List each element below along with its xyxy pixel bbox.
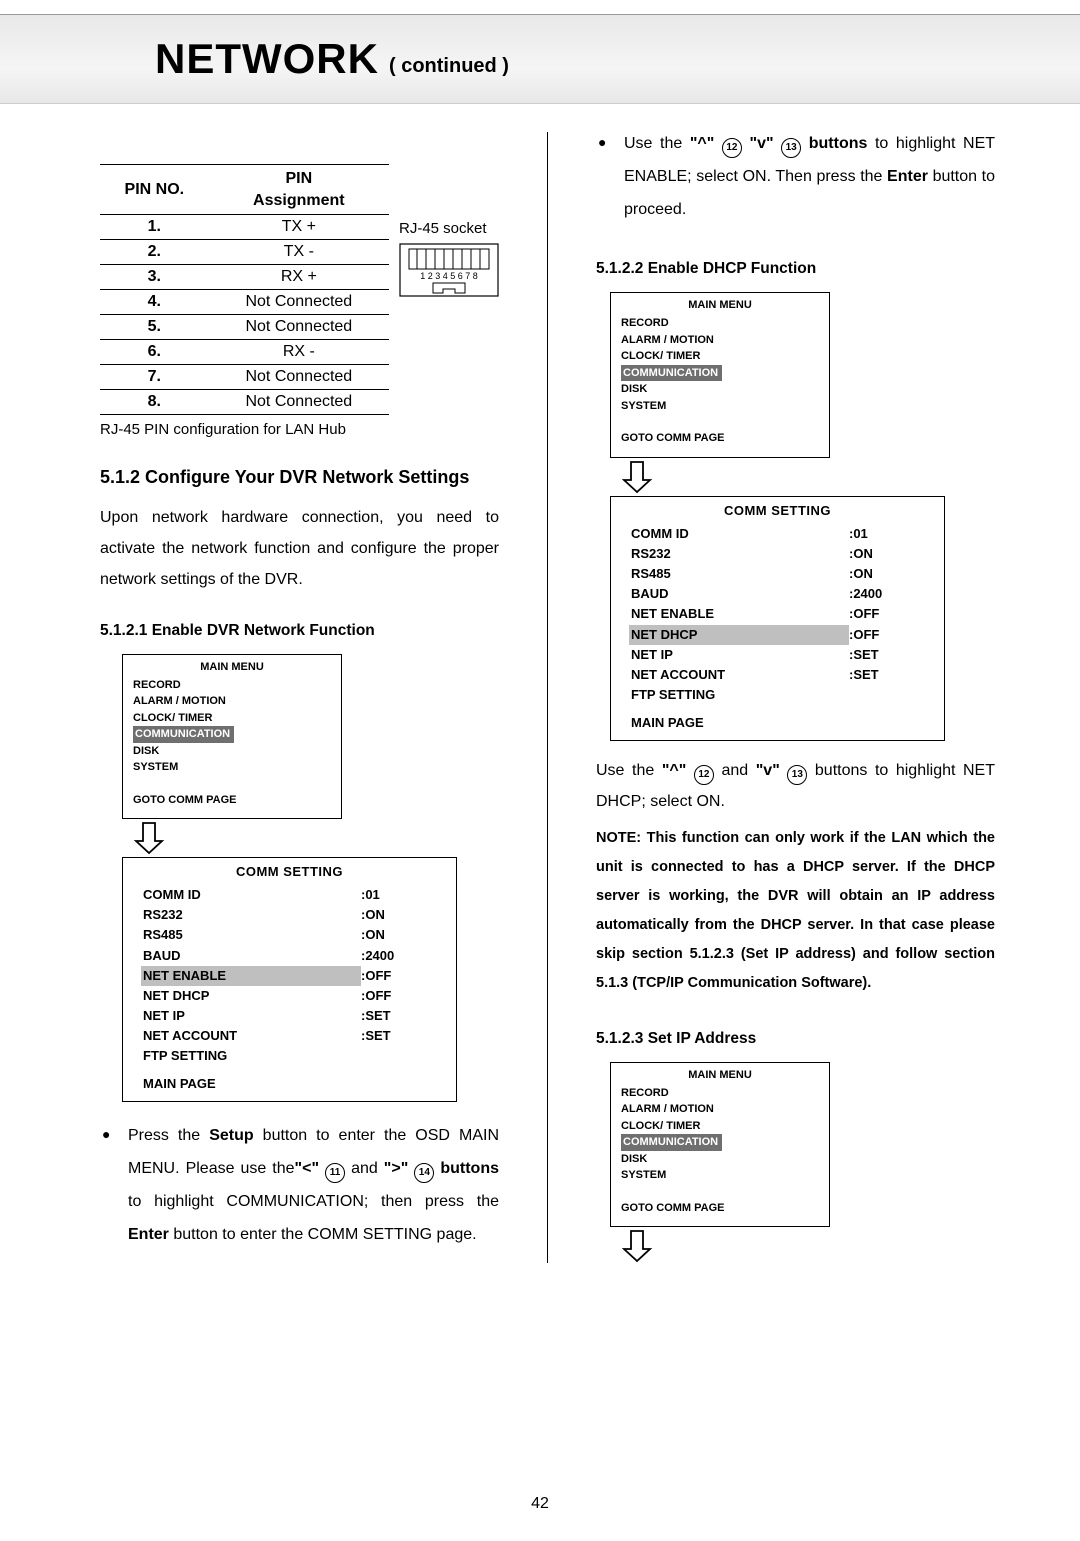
main-menu-item: SYSTEM bbox=[621, 1167, 819, 1184]
main-menu-item: DISK bbox=[621, 381, 819, 398]
comm-row: RS232:ON bbox=[143, 905, 436, 925]
main-menu-item: DISK bbox=[133, 743, 331, 760]
comm-row: NET ACCOUNT:SET bbox=[143, 1026, 436, 1046]
pin-table-row: 5.Not Connected bbox=[100, 315, 389, 340]
main-menu-item: ALARM / MOTION bbox=[621, 332, 819, 349]
main-menu-goto-2: GOTO COMM PAGE bbox=[621, 430, 819, 447]
pin-table-row: 6.RX - bbox=[100, 340, 389, 365]
comm-setting-box-2: COMM SETTING COMM ID:01RS232:ONRS485:ONB… bbox=[610, 496, 945, 741]
main-menu-item: RECORD bbox=[621, 1085, 819, 1102]
pin-table: PIN NO. PINAssignment 1.TX +2.TX -3.RX +… bbox=[100, 164, 389, 415]
down-arrow-icon bbox=[622, 1229, 995, 1263]
main-menu-item: DISK bbox=[621, 1151, 819, 1168]
section-5-1-2-1-title: 5.1.2.1 Enable DVR Network Function bbox=[100, 622, 499, 640]
comm-main-page-1: MAIN PAGE bbox=[143, 1076, 436, 1091]
comm-row: NET ENABLE:OFF bbox=[143, 966, 436, 986]
main-menu-box-2: MAIN MENU RECORDALARM / MOTIONCLOCK/ TIM… bbox=[610, 292, 830, 458]
comm-row: FTP SETTING bbox=[631, 685, 924, 705]
comm-row: NET IP:SET bbox=[143, 1006, 436, 1026]
socket-label: RJ-45 socket bbox=[399, 220, 499, 237]
main-menu-title-2: MAIN MENU bbox=[621, 299, 819, 311]
circled-number-icon: 13 bbox=[781, 138, 801, 158]
page-title-suffix: ( continued ) bbox=[389, 41, 509, 78]
main-menu-box-1: MAIN MENU RECORDALARM / MOTIONCLOCK/ TIM… bbox=[122, 654, 342, 820]
main-menu-item: RECORD bbox=[133, 677, 331, 694]
circled-number-icon: 13 bbox=[787, 765, 807, 785]
comm-row: COMM ID:01 bbox=[631, 524, 924, 544]
section-5-1-2-2-title: 5.1.2.2 Enable DHCP Function bbox=[596, 260, 995, 278]
dhcp-note: NOTE: This function can only work if the… bbox=[596, 824, 995, 998]
pin-table-head-no: PIN NO. bbox=[100, 165, 209, 215]
main-menu-goto-3: GOTO COMM PAGE bbox=[621, 1200, 819, 1217]
main-menu-item: SYSTEM bbox=[621, 398, 819, 415]
comm-row: COMM ID:01 bbox=[143, 885, 436, 905]
main-menu-item: CLOCK/ TIMER bbox=[621, 1118, 819, 1135]
comm-row: NET DHCP:OFF bbox=[631, 625, 924, 645]
down-arrow-icon bbox=[134, 821, 499, 855]
main-menu-title-3: MAIN MENU bbox=[621, 1069, 819, 1081]
main-menu-item: ALARM / MOTION bbox=[621, 1101, 819, 1118]
main-menu-goto: GOTO COMM PAGE bbox=[133, 792, 331, 809]
pin-table-caption: RJ-45 PIN configuration for LAN Hub bbox=[100, 421, 499, 438]
comm-row: RS485:ON bbox=[631, 564, 924, 584]
pin-table-row: 8.Not Connected bbox=[100, 390, 389, 415]
comm-title-1: COMM SETTING bbox=[143, 864, 436, 879]
main-menu-item: ALARM / MOTION bbox=[133, 693, 331, 710]
left-column: PIN NO. PINAssignment 1.TX +2.TX -3.RX +… bbox=[100, 128, 499, 1263]
section-5-1-2-body: Upon network hardware connection, you ne… bbox=[100, 502, 499, 596]
updown-instruction-1: Use the "^" 12 "v" 13 buttons to highlig… bbox=[596, 128, 995, 226]
right-column: Use the "^" 12 "v" 13 buttons to highlig… bbox=[596, 128, 995, 1263]
comm-row: BAUD:2400 bbox=[143, 946, 436, 966]
pin-table-row: 7.Not Connected bbox=[100, 365, 389, 390]
main-menu-title: MAIN MENU bbox=[133, 661, 331, 673]
main-menu-item: SYSTEM bbox=[133, 759, 331, 776]
page-title-main: NETWORK bbox=[155, 35, 379, 83]
main-menu-item: CLOCK/ TIMER bbox=[621, 348, 819, 365]
comm-row: RS485:ON bbox=[143, 925, 436, 945]
circled-number-icon: 12 bbox=[694, 765, 714, 785]
main-menu-selected: COMMUNICATION bbox=[133, 726, 234, 743]
setup-instruction: Press the Setup button to enter the OSD … bbox=[100, 1120, 499, 1251]
circled-number-icon: 11 bbox=[325, 1163, 345, 1183]
pin-table-row: 4.Not Connected bbox=[100, 290, 389, 315]
circled-number-icon: 14 bbox=[414, 1163, 434, 1183]
pin-table-row: 3.RX + bbox=[100, 265, 389, 290]
pin-table-row: 2.TX - bbox=[100, 240, 389, 265]
comm-title-2: COMM SETTING bbox=[631, 503, 924, 518]
updown-instruction-2: Use the "^" 12 and "v" 13 buttons to hig… bbox=[596, 755, 995, 817]
comm-row: RS232:ON bbox=[631, 544, 924, 564]
main-menu-box-3: MAIN MENU RECORDALARM / MOTIONCLOCK/ TIM… bbox=[610, 1062, 830, 1228]
comm-main-page-2: MAIN PAGE bbox=[631, 715, 924, 730]
rj45-socket-icon: 1 2 3 4 5 6 7 8 bbox=[399, 243, 499, 297]
pin-table-row: 1.TX + bbox=[100, 215, 389, 240]
page-header-band: NETWORK ( continued ) bbox=[0, 14, 1080, 104]
svg-text:1 2 3 4 5 6 7 8: 1 2 3 4 5 6 7 8 bbox=[420, 271, 478, 281]
page-number: 42 bbox=[0, 1495, 1080, 1513]
main-menu-item: CLOCK/ TIMER bbox=[133, 710, 331, 727]
comm-row: FTP SETTING bbox=[143, 1046, 436, 1066]
main-menu-item: RECORD bbox=[621, 315, 819, 332]
comm-row: BAUD:2400 bbox=[631, 584, 924, 604]
main-menu-selected-3: COMMUNICATION bbox=[621, 1134, 722, 1151]
section-5-1-2-title: 5.1.2 Configure Your DVR Network Setting… bbox=[100, 464, 499, 492]
comm-row: NET ENABLE:OFF bbox=[631, 604, 924, 624]
circled-number-icon: 12 bbox=[722, 138, 742, 158]
main-menu-selected-2: COMMUNICATION bbox=[621, 365, 722, 382]
section-5-1-2-3-title: 5.1.2.3 Set IP Address bbox=[596, 1030, 995, 1048]
comm-row: NET DHCP:OFF bbox=[143, 986, 436, 1006]
down-arrow-icon bbox=[622, 460, 995, 494]
comm-row: NET IP:SET bbox=[631, 645, 924, 665]
comm-row: NET ACCOUNT:SET bbox=[631, 665, 924, 685]
comm-setting-box-1: COMM SETTING COMM ID:01RS232:ONRS485:ONB… bbox=[122, 857, 457, 1102]
column-divider bbox=[547, 132, 548, 1263]
pin-table-head-assign: PINAssignment bbox=[209, 165, 389, 215]
